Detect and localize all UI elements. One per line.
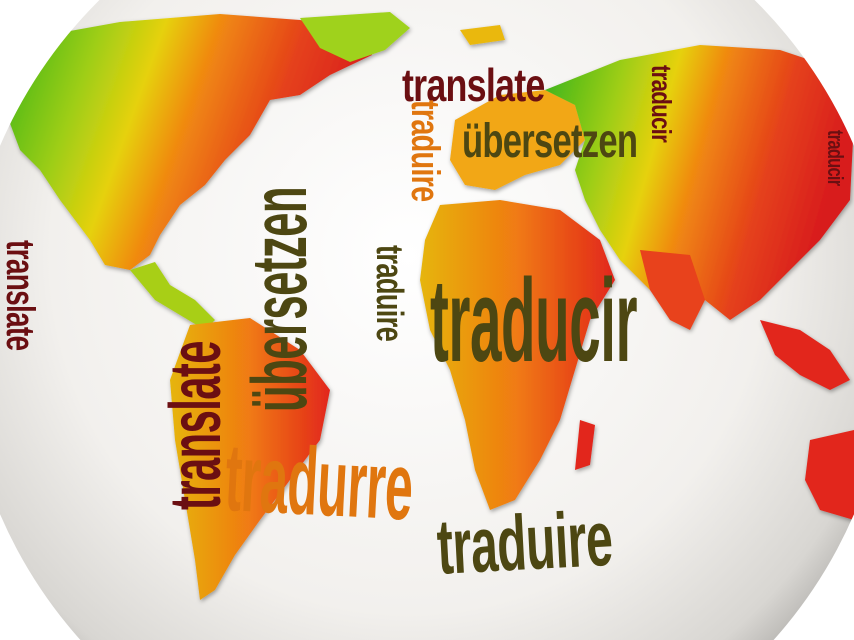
india-landmass (640, 250, 705, 330)
word-translate-vertical-left: translate (156, 341, 236, 510)
word-traducir-vertical-right: traducir (646, 65, 677, 142)
iceland-landmass (460, 25, 505, 45)
word-traducir-center: traducir (430, 255, 638, 387)
word-traduire-vertical-small: traduire (368, 245, 410, 342)
word-translate-mirrored-left: translate (0, 240, 42, 351)
greenland-landmass (300, 12, 410, 62)
south-america-landmass (170, 318, 330, 600)
word-uebersetzen-right: übersetzen (462, 115, 638, 168)
word-traduire-bottom: traduire (434, 493, 615, 591)
madagascar-landmass (575, 420, 595, 470)
word-uebersetzen-vertical-left: übersetzen (235, 186, 323, 412)
word-traducir-mirrored-far-right: traducir (823, 130, 848, 186)
asia-landmass (545, 45, 854, 320)
word-tradurre: tradurre (222, 424, 416, 541)
word-traduire-vertical-center: traduire (403, 100, 447, 202)
australia-landmass (805, 430, 854, 520)
southeast-asia-islands (760, 320, 850, 390)
north-america-landmass (5, 14, 372, 270)
central-america-landmass (130, 262, 215, 330)
africa-landmass (420, 200, 615, 510)
europe-landmass (450, 90, 585, 190)
word-translate-top: translate (402, 59, 545, 111)
